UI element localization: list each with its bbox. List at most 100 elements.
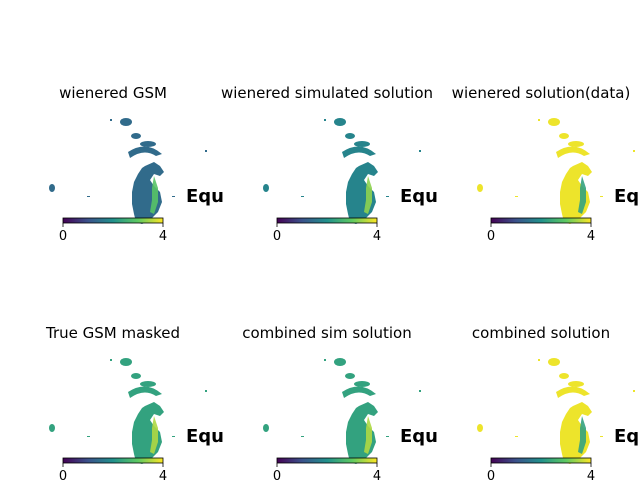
map-core-region [150,176,158,214]
panel-3: wienered solution(data) Equ 0 4 [452,84,640,244]
sky-map-image [477,358,635,464]
map-core-region [578,176,586,214]
colorbar-tick-label: 0 [487,229,495,244]
map-pixel-7 [87,436,90,437]
sky-map-image [49,358,207,464]
colorbar-tick-label: 4 [159,229,167,244]
map-region-3 [354,381,370,387]
colorbar [276,457,378,464]
map-pixel-6 [110,359,112,361]
colorbar-tick-label: 0 [273,469,281,480]
panel-6: combined solution Equ 0 4 [472,324,640,480]
colorbar-tick-label: 0 [59,469,67,480]
map-main-region [132,402,164,464]
map-arc [556,146,590,158]
map-pixel-5 [205,390,207,392]
map-region-3 [354,141,370,147]
sky-map-image [49,118,207,224]
map-region-1 [120,118,132,126]
map-pixel-8 [386,436,389,437]
equ-label: Equ [400,426,438,447]
colorbar-tick-label: 0 [273,229,281,244]
map-region-4 [263,184,269,192]
map-region-3 [140,141,156,147]
map-region-4 [49,424,55,432]
colorbar [62,217,164,224]
equ-label: Equ [186,186,224,207]
map-region-4 [477,424,483,432]
colorbar-tick-label: 4 [159,469,167,480]
map-region-2 [131,133,141,139]
map-pixel-6 [324,119,326,121]
sky-map-image [263,118,421,224]
map-pixel-6 [538,119,540,121]
map-region-4 [49,184,55,192]
panel-title: combined sim solution [242,324,412,342]
map-pixel-7 [301,436,304,437]
map-pixel-6 [324,359,326,361]
map-region-2 [559,133,569,139]
map-core-region [578,416,586,454]
panel-1: wienered GSM Equ 0 4 [49,84,224,244]
map-main-region [346,162,378,224]
equ-label: Equ [614,426,640,447]
sky-map-image [477,118,635,224]
equ-label: Equ [614,186,640,207]
map-main-region [346,402,378,464]
map-arc [342,386,376,398]
map-pixel-5 [205,150,207,152]
equ-label: Equ [400,186,438,207]
map-pixel-7 [87,196,90,197]
map-core-region [150,416,158,454]
map-region-3 [568,381,584,387]
map-pixel-6 [538,359,540,361]
map-pixel-8 [172,196,175,197]
colorbar-tick-label: 4 [587,229,595,244]
map-pixel-7 [515,196,518,197]
panel-title: wienered simulated solution [221,84,433,102]
colorbar-tick-label: 4 [373,469,381,480]
colorbar-tick-label: 4 [373,229,381,244]
map-main-region [132,162,164,224]
panel-title: True GSM masked [45,324,180,342]
map-pixel-6 [110,119,112,121]
map-core-region [364,416,372,454]
panel-2: wienered simulated solution Equ 0 4 [221,84,438,244]
map-main-region [560,402,592,464]
colorbar [62,457,164,464]
colorbar-tick-label: 0 [487,469,495,480]
map-region-1 [548,118,560,126]
colorbar [490,217,592,224]
map-region-1 [334,118,346,126]
panel-title: wienered solution(data) [452,84,631,102]
map-region-4 [263,424,269,432]
panel-5: combined sim solution Equ 0 4 [242,324,438,480]
colorbar [490,457,592,464]
map-pixel-5 [633,150,635,152]
panel-4: True GSM masked Equ 0 4 [45,324,224,480]
map-region-2 [559,373,569,379]
map-region-4 [477,184,483,192]
colorbar-tick-label: 4 [587,469,595,480]
map-arc [128,386,162,398]
panel-title: wienered GSM [59,84,167,102]
sky-map-image [263,358,421,464]
map-pixel-5 [419,390,421,392]
colorbar [276,217,378,224]
map-arc [128,146,162,158]
map-pixel-8 [600,436,603,437]
map-pixel-5 [419,150,421,152]
panel-title: combined solution [472,324,610,342]
map-region-1 [120,358,132,366]
map-pixel-8 [600,196,603,197]
colorbar-tick-label: 0 [59,229,67,244]
map-core-region [364,176,372,214]
map-region-3 [140,381,156,387]
map-region-1 [548,358,560,366]
map-region-2 [345,133,355,139]
map-pixel-7 [515,436,518,437]
map-pixel-7 [301,196,304,197]
map-arc [556,386,590,398]
map-region-3 [568,141,584,147]
